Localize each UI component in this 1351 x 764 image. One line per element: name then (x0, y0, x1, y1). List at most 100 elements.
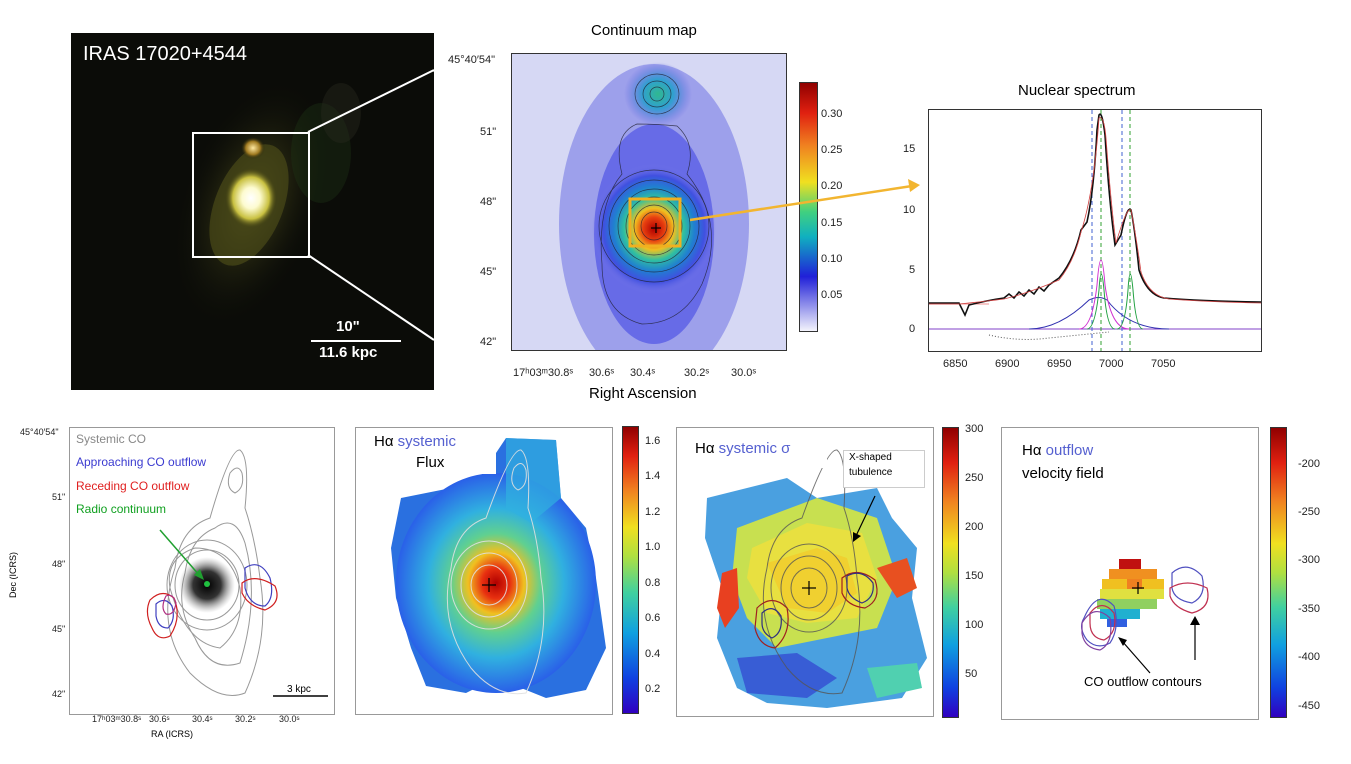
co-xtick-0: 17ʰ03ᵐ30.8ˢ (92, 714, 142, 724)
sigma-annotation-line1: X-shaped (849, 452, 892, 463)
continuum-xtick-0: 17ʰ03ᵐ30.8ˢ (513, 367, 574, 379)
co-xtick-4: 30.0ˢ (279, 714, 300, 724)
co-legend-receding: Receding CO outflow (76, 479, 190, 493)
spectrum-xtick-7000: 7000 (1099, 358, 1124, 370)
continuum-cb-005: 0.05 (821, 289, 843, 301)
flux-title-halpha: Hα (374, 433, 398, 450)
scale-label-bottom: 11.6 kpc (319, 344, 378, 361)
flux-title-systemic: systemic (397, 433, 457, 450)
spectrum-xtick-6850: 6850 (943, 358, 968, 370)
sigma-cb-200: 200 (965, 521, 984, 533)
outflow-cb-300: -300 (1298, 554, 1321, 566)
continuum-title: Continuum map (591, 22, 697, 39)
sigma-annotation-line2: tubulence (849, 467, 893, 478)
sigma-cb-250: 250 (965, 472, 984, 484)
co-ytick-51: 51" (52, 492, 66, 502)
spectrum-ytick-5: 5 (909, 264, 916, 276)
co-legend-approaching: Approaching CO outflow (76, 455, 207, 469)
continuum-xtick-2: 30.4ˢ (630, 367, 656, 379)
sigma-title-halpha: Hα (695, 440, 719, 457)
continuum-cb-010: 0.10 (821, 253, 843, 265)
zoom-box (192, 132, 310, 258)
spectrum-title: Nuclear spectrum (1018, 82, 1136, 99)
spectrum-xtick-6950: 6950 (1047, 358, 1072, 370)
outflow-panel: Hα outflow velocity field CO outflow con… (1001, 427, 1259, 720)
flux-cb-16: 1.6 (645, 435, 661, 447)
co-ytick-45: 45" (52, 624, 66, 634)
sigma-title-systemic: systemic σ (718, 440, 791, 457)
flux-title-box (366, 428, 496, 474)
outflow-title: Hα outflow (1022, 442, 1093, 459)
co-ytick-42: 42" (52, 689, 66, 699)
flux-cb-12: 1.2 (645, 506, 661, 518)
continuum-colorbar (799, 82, 818, 332)
continuum-xlabel: Right Ascension (589, 385, 697, 402)
outflow-cb-250: -250 (1298, 506, 1321, 518)
outflow-cb-450: -450 (1298, 700, 1321, 712)
scale-label-top: 10" (336, 318, 360, 335)
co-xtick-2: 30.4ˢ (192, 714, 213, 724)
sigma-cb-50: 50 (965, 668, 978, 680)
flux-cb-10: 1.0 (645, 541, 661, 553)
co-panel (69, 427, 335, 715)
continuum-ytick-51: 51" (480, 126, 497, 138)
scale-bar (311, 340, 401, 342)
spectrum-plot (928, 109, 1262, 352)
spectrum-xtick-6900: 6900 (995, 358, 1020, 370)
flux-cb-04: 0.4 (645, 648, 661, 660)
sigma-panel: Hα systemic σ X-shaped tubulence (676, 427, 934, 717)
sigma-cb-150: 150 (965, 570, 984, 582)
sigma-cb-100: 100 (965, 619, 984, 631)
outflow-title-halpha: Hα (1022, 442, 1046, 459)
optical-image (171, 78, 361, 328)
sigma-title-box (687, 428, 827, 468)
continuum-ytick-42: 42" (480, 336, 497, 348)
continuum-cb-030: 0.30 (821, 108, 843, 120)
outflow-cb-200: -200 (1298, 458, 1321, 470)
spectrum-ytick-10: 10 (903, 204, 916, 216)
outflow-subtitle: velocity field (1022, 465, 1104, 482)
continuum-xtick-3: 30.2ˢ (684, 367, 710, 379)
outflow-cb-400: -400 (1298, 651, 1321, 663)
flux-cb-06: 0.6 (645, 612, 661, 624)
co-ytick-48: 48" (52, 559, 66, 569)
continuum-cb-025: 0.25 (821, 144, 843, 156)
co-xtick-1: 30.6ˢ (149, 714, 170, 724)
sigma-annotation-box (843, 450, 925, 488)
continuum-ytick-45: 45" (480, 266, 497, 278)
co-scalebar-label: 3 kpc (287, 684, 311, 695)
sigma-colorbar (942, 427, 959, 718)
co-ylabel: Dec (ICRS) (8, 551, 19, 599)
flux-title: Hα systemic (374, 433, 456, 450)
spectrum-xtick-7050: 7050 (1151, 358, 1176, 370)
co-xlabel: RA (ICRS) (151, 729, 194, 739)
co-ytick-54: 45°40′54" (20, 427, 59, 437)
continuum-cb-015: 0.15 (821, 217, 843, 229)
flux-subtitle: Flux (416, 454, 445, 471)
outflow-colorbar (1270, 427, 1287, 718)
optical-title: IRAS 17020+4544 (83, 43, 248, 65)
flux-cb-14: 1.4 (645, 470, 661, 482)
co-legend-radio: Radio continuum (76, 502, 167, 516)
continuum-ytick-48: 48" (480, 196, 497, 208)
co-xtick-3: 30.2ˢ (235, 714, 256, 724)
sigma-cb-300: 300 (965, 423, 984, 435)
continuum-xtick-1: 30.6ˢ (589, 367, 615, 379)
spectrum-ytick-15: 15 (903, 143, 916, 155)
continuum-map (511, 53, 787, 351)
flux-panel: Hα systemic Flux (355, 427, 613, 715)
flux-cb-08: 0.8 (645, 577, 661, 589)
spectrum-ytick-0: 0 (909, 323, 916, 335)
flux-cb-02: 0.2 (645, 683, 661, 695)
sigma-title: Hα systemic σ (695, 440, 790, 457)
continuum-ytick-54: 45°40′54" (448, 54, 496, 66)
continuum-xtick-4: 30.0ˢ (731, 367, 757, 379)
optical-image-panel: IRAS 17020+4544 10" 11.6 kpc (71, 33, 434, 390)
outflow-cb-350: -350 (1298, 603, 1321, 615)
outflow-title-outflow: outflow (1045, 442, 1094, 459)
continuum-cb-020: 0.20 (821, 180, 843, 192)
co-legend-systemic: Systemic CO (76, 432, 147, 446)
outflow-annotation: CO outflow contours (1084, 674, 1202, 689)
